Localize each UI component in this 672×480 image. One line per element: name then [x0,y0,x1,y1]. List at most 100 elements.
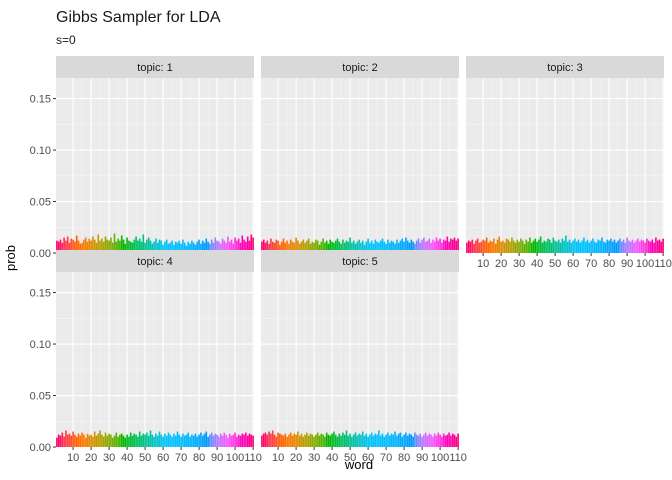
bar [79,243,82,253]
bar [518,241,520,253]
bar [83,239,85,253]
bar [185,434,188,447]
bar [284,242,287,253]
bar [457,433,459,447]
bar [167,243,170,253]
bar [88,238,91,253]
bar [491,241,493,253]
bar [408,433,411,447]
bar [248,433,251,447]
bar [352,434,355,447]
bar [430,242,432,253]
bar [214,237,217,253]
bar [128,436,130,447]
bar [120,433,123,447]
bar [153,436,155,447]
bar [115,432,118,447]
bar [351,242,353,253]
bar [633,242,636,253]
bar [525,239,528,253]
bar [405,237,407,253]
bar [270,238,272,253]
bar [214,433,217,447]
bar [140,435,143,447]
bar [271,241,274,253]
bar [261,435,263,447]
bar [606,239,609,253]
bar [209,243,211,253]
bar [183,435,186,447]
bar [192,242,195,253]
bar [117,436,119,447]
bar [191,434,193,447]
bar [173,244,175,253]
bar [174,241,177,253]
x-tick-label: 40 [326,452,338,464]
bar [66,236,69,253]
bar [439,238,441,253]
bar [104,236,107,253]
bar [277,432,279,447]
bar [354,432,357,447]
bar [543,240,546,253]
bar [342,432,344,447]
bar [662,238,664,253]
bar [417,238,420,253]
bar [345,240,348,253]
bar [311,434,314,447]
bar [338,241,341,253]
x-tick-label: 110 [654,258,672,270]
bar [219,433,222,447]
x-tick-label: 40 [121,452,133,464]
bar [155,433,157,447]
bar [503,242,506,253]
bar [494,243,497,253]
bar [340,243,342,253]
bar [137,240,139,253]
bar [552,237,555,253]
bar [230,239,233,253]
bar [302,239,305,253]
bar [297,240,299,253]
bar [414,243,416,253]
bar [218,436,220,447]
bar [280,434,283,447]
bar [527,241,529,253]
bar [119,240,121,253]
bar [414,432,416,447]
bar [419,433,422,447]
bar [167,432,170,447]
bar [611,241,614,253]
bar [388,242,391,253]
bar [70,435,73,447]
bar [448,432,450,447]
bar [63,436,65,447]
bar [228,433,231,447]
bar [209,434,211,447]
bar [178,434,181,447]
bar [444,435,447,447]
bar [293,433,296,447]
bar [81,242,83,253]
bar [620,241,623,253]
bar [218,241,220,253]
bar [79,435,82,447]
bar [129,241,132,253]
bar [577,239,580,253]
bar [599,240,601,253]
bar [286,436,288,447]
bar [329,239,332,253]
bar [476,238,479,253]
bar [59,239,62,253]
bar [252,237,254,253]
bar [550,242,553,253]
bar [77,433,80,447]
bar [129,432,132,447]
bar [156,435,159,447]
bar [300,241,303,253]
bar [59,435,62,447]
y-tick-label: 0.10 [30,339,51,351]
bar [372,243,375,253]
bar [250,434,253,447]
bar [147,237,150,253]
